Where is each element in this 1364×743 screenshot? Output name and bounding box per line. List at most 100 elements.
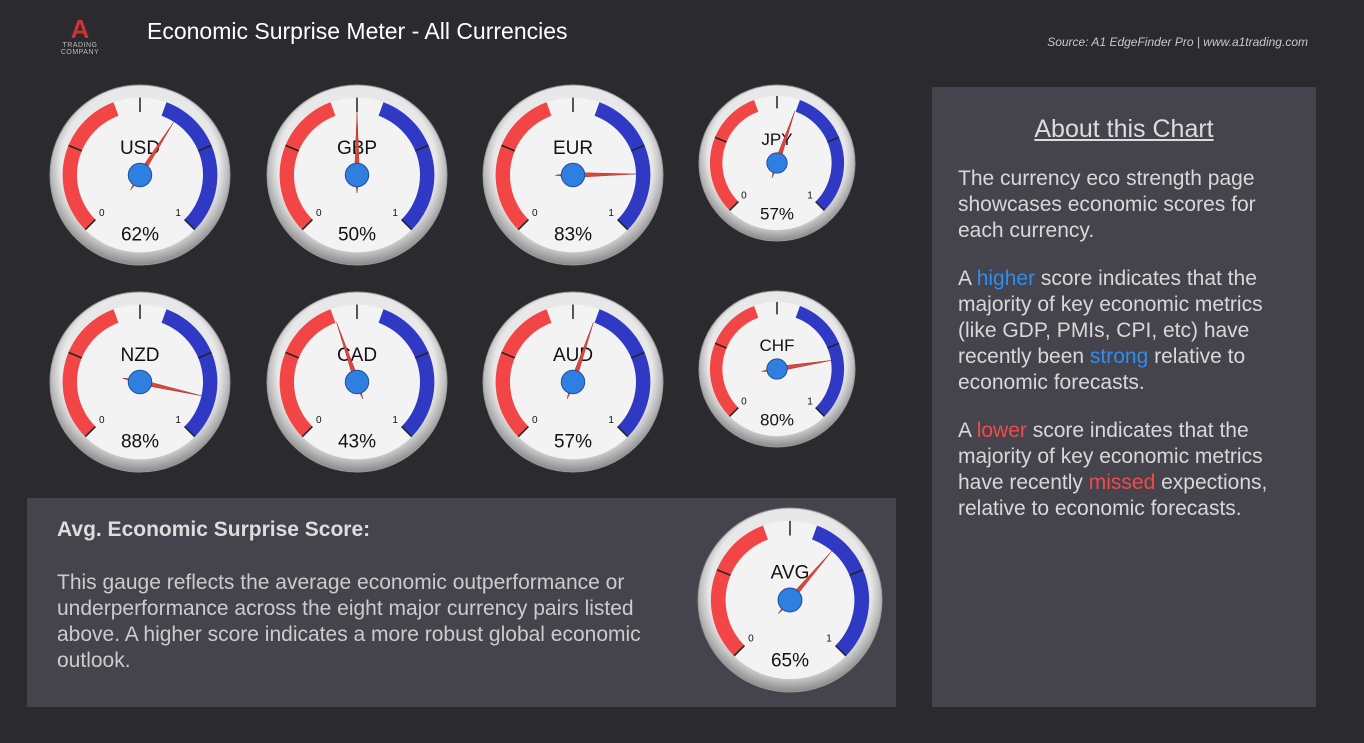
gauge-value-label: 88% — [121, 431, 159, 452]
blue-band — [161, 102, 218, 230]
gauge-tick — [729, 201, 739, 211]
red-band — [709, 99, 759, 211]
gauge-value-label: 43% — [338, 431, 376, 452]
gauge-tick — [733, 645, 745, 657]
gauge-tick-label: 0 — [316, 415, 322, 426]
highlight-word: higher — [976, 267, 1036, 290]
avg-title: Avg. Economic Surprise Score: — [57, 518, 371, 541]
gauge-label: NZD — [120, 345, 159, 366]
gauge-tick — [301, 219, 313, 231]
gauge-tick — [835, 645, 847, 657]
avg-text: This gauge reflects the average economic… — [57, 571, 641, 672]
gauge-tick — [815, 201, 825, 211]
about-paragraph: A lower score indicates that the majorit… — [958, 418, 1290, 522]
gauge-tick-label: 1 — [826, 634, 832, 645]
gauge-value-label: 57% — [760, 205, 794, 224]
logo-letter: A — [70, 14, 90, 44]
gauge-label: AVG — [771, 562, 810, 583]
gauge-tick-label: 1 — [608, 415, 614, 426]
gauge-value-label: 62% — [121, 224, 159, 245]
decor-tick — [68, 144, 83, 152]
blue-band — [161, 309, 218, 437]
gauge-tick-label: 1 — [175, 208, 181, 219]
decor-tick — [827, 136, 840, 143]
blue-band — [378, 309, 435, 437]
decor-tick — [285, 144, 300, 152]
gauge-tick-label: 0 — [748, 634, 754, 645]
red-band — [279, 102, 336, 230]
decor-tick — [714, 136, 727, 143]
gauge-tick-label: 1 — [392, 208, 398, 219]
about-paragraph: A higher score indicates that the majori… — [958, 266, 1290, 396]
decor-tick — [827, 342, 840, 349]
about-panel: About this Chart The currency eco streng… — [932, 87, 1316, 707]
gauge-tick — [617, 426, 629, 438]
text-segment: The currency eco strength page showcases… — [958, 167, 1256, 242]
gauge-tick — [729, 407, 739, 417]
needle-hub — [766, 152, 788, 174]
gauge-tick-label: 1 — [175, 415, 181, 426]
decor-tick — [197, 144, 212, 152]
red-band — [709, 305, 759, 417]
gauge-tick-label: 0 — [741, 191, 747, 202]
gauge-tick-label: 0 — [316, 208, 322, 219]
gauge-tick-label: 1 — [807, 191, 813, 202]
decor-tick — [501, 144, 516, 152]
text-segment: score indicates that the majority of key… — [958, 267, 1263, 368]
gauge-tick — [84, 219, 96, 231]
decor-tick — [414, 144, 429, 152]
red-band — [710, 525, 768, 656]
gauge-tick — [517, 219, 529, 231]
gauge-tick-label: 0 — [532, 208, 538, 219]
red-band — [279, 309, 336, 437]
logo: A TRADING COMPANY — [44, 16, 116, 56]
gauge-tick-label: 0 — [741, 397, 747, 408]
text-segment: A — [958, 267, 977, 290]
gauge-tick — [84, 426, 96, 438]
gauge-tick-label: 0 — [99, 415, 105, 426]
gauge-label: EUR — [553, 138, 593, 159]
gauge-label: USD — [120, 138, 160, 159]
gauge-value-label: 50% — [338, 224, 376, 245]
decor-tick — [285, 351, 300, 359]
red-band — [62, 309, 119, 437]
decor-tick — [716, 569, 731, 577]
page-title: Economic Surprise Meter - All Currencies — [147, 18, 568, 44]
gauge-label: AUD — [553, 345, 593, 366]
decor-tick — [630, 351, 645, 359]
highlight-word: strong — [1089, 345, 1149, 368]
blue-band — [594, 102, 651, 230]
gauge-tick-label: 1 — [807, 397, 813, 408]
needle-hub — [766, 358, 788, 380]
decor-tick — [501, 351, 516, 359]
needle-hub — [560, 162, 586, 188]
logo-text: TRADING COMPANY — [60, 42, 100, 56]
needle-hub — [344, 369, 370, 395]
needle-hub — [560, 369, 586, 395]
gauge-tick-label: 1 — [392, 415, 398, 426]
gauge-value-label: 57% — [554, 431, 592, 452]
red-band — [495, 309, 552, 437]
text-segment: A — [958, 419, 977, 442]
needle-hub — [127, 162, 153, 188]
gauge-value-label: 80% — [760, 411, 794, 430]
source: Source: A1 EdgeFinder Pro | www.a1tradin… — [1047, 35, 1308, 49]
gauge-tick — [301, 426, 313, 438]
blue-band — [594, 309, 651, 437]
blue-band — [795, 99, 845, 211]
text-segment: expections, relative to economic forecas… — [958, 471, 1268, 520]
gauge-tick — [401, 219, 413, 231]
gauge-tick — [815, 407, 825, 417]
blue-band — [812, 525, 870, 656]
highlight-word: lower — [976, 419, 1027, 442]
decor-tick — [197, 351, 212, 359]
gauge-value-label: 83% — [554, 224, 592, 245]
decor-tick — [68, 351, 83, 359]
gauge-tick-label: 1 — [608, 208, 614, 219]
blue-band — [378, 102, 435, 230]
gauge-label: CAD — [337, 345, 377, 366]
needle-hub — [127, 369, 153, 395]
gauge-tick — [617, 219, 629, 231]
